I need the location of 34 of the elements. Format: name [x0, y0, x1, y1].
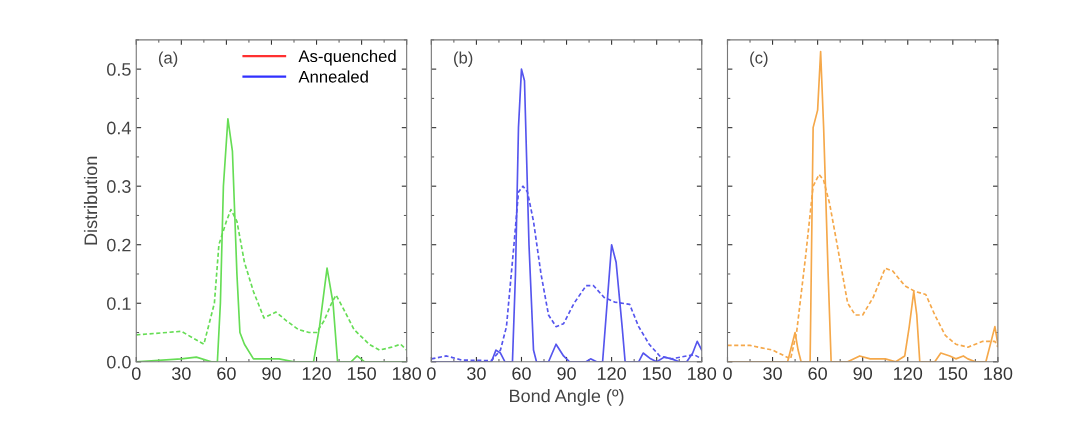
legend-label: As-quenched [298, 49, 396, 66]
x-tick-label: 120 [894, 367, 923, 380]
x-tick-label: 180 [984, 367, 1013, 380]
annotation: (a) [158, 51, 178, 67]
y-tick-label: 0.0 [107, 355, 131, 369]
x-tick-label: 150 [347, 367, 376, 380]
x-tick-label: 90 [262, 367, 281, 380]
y-axis-title: Distribution [83, 156, 98, 245]
y-tick-label: 0.1 [107, 297, 131, 310]
x-tick-label: 120 [302, 367, 331, 380]
x-tick-label: 90 [853, 367, 873, 380]
x-tick-label: 0 [427, 367, 436, 380]
y-tick-label: 0.5 [107, 63, 131, 76]
legend-label: Annealed [298, 70, 368, 83]
x-tick-label: 0 [131, 367, 141, 380]
x-tick-label: 0 [723, 367, 732, 380]
x-tick-label: 180 [392, 367, 422, 380]
x-tick-label: 30 [171, 367, 191, 380]
x-tick-label: 60 [217, 367, 236, 380]
x-tick-label: 60 [808, 367, 827, 380]
x-tick-label: 150 [939, 367, 968, 380]
x-tick-label: 120 [597, 367, 626, 380]
y-tick-label: 0.4 [107, 121, 131, 135]
x-tick-label: 30 [467, 367, 486, 380]
annotation: (c) [750, 51, 768, 67]
x-tick-label: 150 [642, 367, 672, 380]
x-tick-label: 90 [557, 367, 576, 380]
x-tick-label: 180 [688, 367, 717, 380]
x-tick-label: 30 [763, 367, 782, 380]
x-tick-label: 60 [512, 367, 531, 380]
annotation: (b) [454, 51, 473, 67]
x-axis-title: Bond Angle (º) [510, 389, 624, 406]
y-tick-label: 0.3 [107, 180, 131, 193]
y-tick-label: 0.2 [107, 238, 131, 252]
